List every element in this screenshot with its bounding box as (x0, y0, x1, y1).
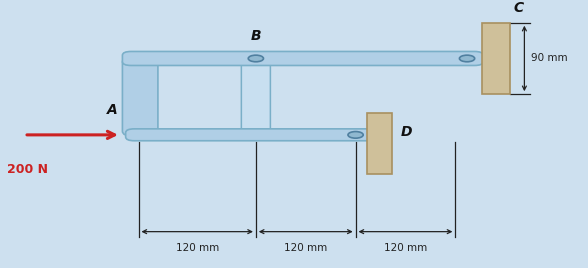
Circle shape (248, 55, 263, 62)
FancyBboxPatch shape (122, 51, 483, 65)
Text: D: D (401, 125, 413, 139)
FancyBboxPatch shape (241, 57, 270, 136)
Text: C: C (514, 1, 524, 15)
Text: B: B (250, 29, 261, 43)
Bar (367, 113, 392, 174)
Text: 120 mm: 120 mm (176, 243, 219, 253)
Text: A: A (108, 103, 118, 117)
FancyBboxPatch shape (122, 57, 158, 136)
Text: 120 mm: 120 mm (384, 243, 427, 253)
Text: 120 mm: 120 mm (284, 243, 328, 253)
Bar (482, 23, 510, 94)
Circle shape (348, 132, 363, 138)
Circle shape (459, 55, 475, 62)
Text: 90 mm: 90 mm (532, 54, 568, 64)
Text: 200 N: 200 N (6, 163, 48, 176)
FancyBboxPatch shape (126, 129, 375, 141)
